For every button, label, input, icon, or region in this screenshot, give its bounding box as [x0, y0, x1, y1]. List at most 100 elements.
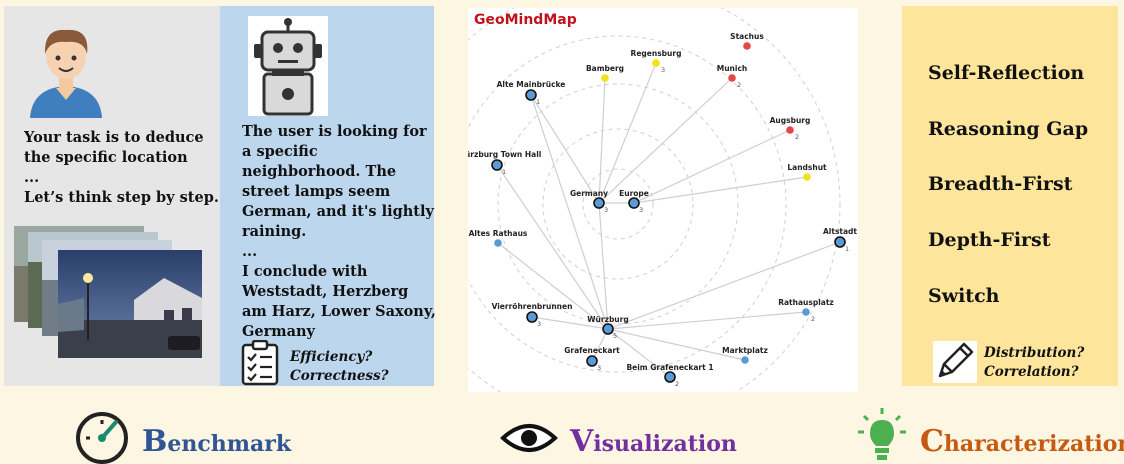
question-efficiency: Efficiency? — [290, 349, 373, 365]
node-label: Rathausplatz — [778, 298, 834, 307]
checklist-icon — [241, 340, 279, 386]
label-rest: isualization — [593, 431, 737, 457]
node-label: Landshut — [787, 163, 827, 172]
node-label: Stachus — [730, 32, 764, 41]
node-marker — [664, 371, 676, 383]
response-line: raining. — [242, 223, 307, 240]
behavior-reasoning-gap: Reasoning Gap — [928, 118, 1089, 140]
node-label: Beim Grafeneckart 1 — [626, 363, 713, 372]
node-count: 2 — [811, 315, 815, 323]
graph-edge — [633, 176, 808, 204]
response-line: neighborhood. The — [242, 163, 397, 180]
response-line: The user is looking for — [242, 123, 427, 140]
graph-node: Altes Rathaus — [469, 229, 528, 247]
node-label: Vierröhrenbrunnen — [492, 302, 573, 311]
graph-edges — [496, 62, 841, 378]
graph-node: Marktplatz — [722, 346, 768, 364]
evaluation-questions: Efficiency? Correctness? — [290, 348, 389, 386]
node-marker — [834, 236, 846, 248]
response-line: a specific — [242, 143, 318, 160]
behavior-switch: Switch — [928, 285, 1000, 307]
graph-edge — [530, 94, 609, 330]
user-line: ... — [24, 169, 40, 186]
graph-node: Landshut — [787, 163, 827, 181]
node-marker — [786, 126, 794, 134]
graph-node: Altstadt 1 — [823, 227, 857, 253]
user-line: Your task is to deduce — [24, 129, 204, 146]
user-line: Let’s think step by step. — [24, 189, 219, 206]
response-line: Germany — [242, 323, 315, 340]
graph-edge — [531, 316, 609, 330]
node-count: 1 — [845, 245, 849, 253]
user-prompt-panel: Your task is to deduce the specific loca… — [4, 6, 220, 386]
node-marker — [586, 355, 598, 367]
radial-rings — [468, 8, 841, 392]
question-correlation: Correlation? — [984, 364, 1079, 380]
node-marker — [628, 197, 640, 209]
node-label: Regensburg — [631, 49, 682, 58]
label-rest: enchmark — [167, 431, 292, 457]
radial-ring — [468, 8, 841, 392]
radial-ring — [497, 83, 739, 325]
geomindmap-graph: Stachus Regensburg 3 Bamberg Munich 2 Alte Mai… — [468, 8, 857, 392]
node-label: Würzburg Town Hall — [468, 150, 541, 159]
characterization-questions: Distribution? Correlation? — [984, 344, 1084, 382]
node-count: 3 — [597, 364, 601, 372]
graph-node: Beim Grafeneckart 1 2 — [626, 363, 713, 388]
graph-edge — [598, 77, 733, 204]
node-marker — [494, 239, 502, 247]
node-label: Germany — [570, 189, 608, 198]
graph-node: Würzburg 5 — [587, 315, 628, 340]
graph-node: Stachus — [730, 32, 764, 50]
label-initial: B — [142, 424, 168, 459]
pencil-icon — [933, 341, 977, 383]
node-marker — [741, 356, 749, 364]
node-label: Altes Rathaus — [469, 229, 528, 238]
user-avatar-icon — [26, 18, 106, 118]
node-marker — [802, 308, 810, 316]
question-correctness: Correctness? — [290, 368, 389, 384]
radial-ring — [582, 168, 654, 240]
graph-edge — [598, 62, 657, 204]
label-rest: haracterization — [943, 431, 1124, 457]
node-marker — [602, 323, 614, 335]
graph-edge — [591, 328, 609, 362]
label-visualization: Visualization — [570, 424, 737, 459]
graph-edge — [607, 311, 807, 330]
graph-edge — [598, 77, 606, 204]
node-label: Grafeneckart — [564, 346, 620, 355]
response-line: I conclude with — [242, 263, 368, 280]
radial-ring — [468, 35, 787, 373]
node-count: 3 — [537, 320, 541, 328]
node-count: 3 — [639, 206, 643, 214]
graph-edge — [607, 328, 746, 361]
graph-node: Würzburg Town Hall 1 — [468, 150, 541, 176]
graph-node: Bamberg — [586, 64, 624, 82]
graph-node: Vierröhrenbrunnen 3 — [492, 302, 573, 328]
node-marker — [491, 159, 503, 171]
graph-edge — [598, 202, 609, 330]
node-marker — [728, 74, 736, 82]
model-response-text: The user is looking for a specific neigh… — [242, 122, 436, 342]
model-response-panel: The user is looking for a specific neigh… — [220, 6, 436, 386]
graph-node: Alte Mainbrücke 1 — [497, 80, 566, 106]
graph-node: Germany 3 — [570, 189, 608, 214]
node-count: 2 — [795, 133, 799, 141]
robot-icon — [248, 16, 328, 116]
graph-node: Regensburg 3 — [631, 49, 682, 74]
behavior-breadth-first: Breadth-First — [928, 173, 1073, 195]
node-label: Europe — [619, 189, 649, 198]
graph-node: Europe 3 — [619, 189, 649, 214]
graph-node: Rathausplatz 2 — [778, 298, 834, 323]
label-initial: C — [920, 424, 944, 459]
graph-edge — [607, 328, 671, 378]
graph-node: Munich 2 — [717, 64, 748, 89]
gauge-icon — [76, 412, 128, 464]
graph-edge — [607, 241, 841, 330]
node-label: Munich — [717, 64, 748, 73]
user-line: the specific location — [24, 149, 188, 166]
lightbulb-icon — [858, 408, 906, 460]
graph-edge — [530, 94, 600, 204]
graph-edge — [496, 164, 609, 330]
node-marker — [601, 74, 609, 82]
